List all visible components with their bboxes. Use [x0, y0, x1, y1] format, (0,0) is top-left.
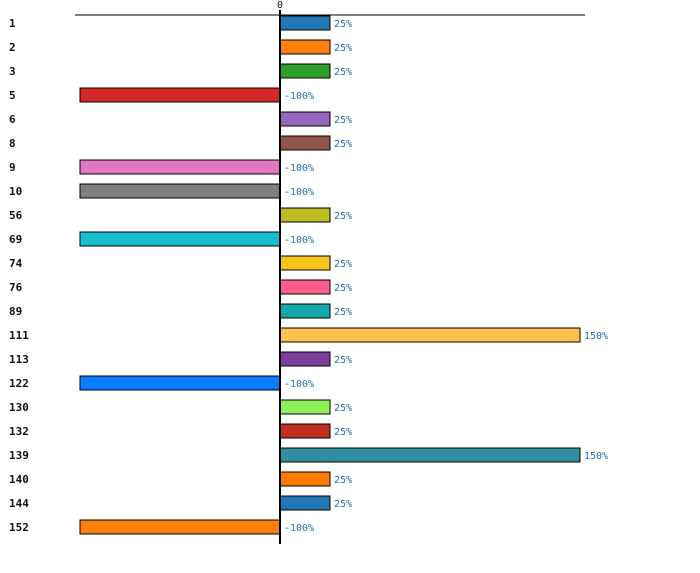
bar-10 — [79, 183, 281, 199]
bar-140 — [279, 471, 331, 487]
bar-5 — [79, 87, 281, 103]
bar-139 — [279, 447, 581, 463]
category-labels: 1235689105669747689111113122130132139140… — [9, 17, 29, 534]
zero-tick-label: 0 — [277, 0, 283, 11]
category-label-6: 6 — [9, 113, 16, 126]
value-label-122: -100% — [284, 379, 314, 390]
category-label-111: 111 — [9, 329, 29, 342]
bar-56 — [279, 207, 331, 223]
category-label-130: 130 — [9, 401, 29, 414]
category-label-122: 122 — [9, 377, 29, 390]
category-label-140: 140 — [9, 473, 29, 486]
bar-130 — [279, 399, 331, 415]
category-label-9: 9 — [9, 161, 16, 174]
value-label-152: -100% — [284, 523, 314, 534]
category-label-2: 2 — [9, 41, 16, 54]
bar-152 — [79, 519, 281, 535]
bar-8 — [279, 135, 331, 151]
value-label-69: -100% — [284, 235, 314, 246]
value-label-56: 25% — [334, 211, 352, 222]
bar-9 — [79, 159, 281, 175]
category-label-8: 8 — [9, 137, 16, 150]
bars-group — [79, 15, 581, 535]
category-label-144: 144 — [9, 497, 29, 510]
bar-1 — [279, 15, 331, 31]
value-label-3: 25% — [334, 67, 352, 78]
category-label-76: 76 — [9, 281, 23, 294]
bar-89 — [279, 303, 331, 319]
bar-6 — [279, 111, 331, 127]
value-label-113: 25% — [334, 355, 352, 366]
bar-3 — [279, 63, 331, 79]
value-label-132: 25% — [334, 427, 352, 438]
value-label-140: 25% — [334, 475, 352, 486]
bar-144 — [279, 495, 331, 511]
value-label-10: -100% — [284, 187, 314, 198]
category-label-3: 3 — [9, 65, 16, 78]
bar-76 — [279, 279, 331, 295]
bar-74 — [279, 255, 331, 271]
value-label-74: 25% — [334, 259, 352, 270]
category-label-113: 113 — [9, 353, 29, 366]
value-label-89: 25% — [334, 307, 352, 318]
value-label-2: 25% — [334, 43, 352, 54]
category-label-56: 56 — [9, 209, 23, 222]
category-label-132: 132 — [9, 425, 29, 438]
category-label-10: 10 — [9, 185, 22, 198]
bar-69 — [79, 231, 281, 247]
category-label-152: 152 — [9, 521, 29, 534]
bar-113 — [279, 351, 331, 367]
category-label-5: 5 — [9, 89, 16, 102]
category-label-139: 139 — [9, 449, 29, 462]
value-label-130: 25% — [334, 403, 352, 414]
bar-2 — [279, 39, 331, 55]
value-label-8: 25% — [334, 139, 352, 150]
value-labels: 25% 25% 25% -100% 25% 25% -100% -100% 25% -100% 25… — [284, 19, 608, 534]
category-label-89: 89 — [9, 305, 22, 318]
value-label-144: 25% — [334, 499, 352, 510]
category-label-69: 69 — [9, 233, 22, 246]
value-label-9: -100% — [284, 163, 314, 174]
bar-132 — [279, 423, 331, 439]
value-label-76: 25% — [334, 283, 352, 294]
bar-122 — [79, 375, 281, 391]
category-label-74: 74 — [9, 257, 23, 270]
value-label-5: -100% — [284, 91, 314, 102]
value-label-6: 25% — [334, 115, 352, 126]
bar-111 — [279, 327, 581, 343]
category-label-1: 1 — [9, 17, 16, 30]
value-label-1: 25% — [334, 19, 352, 30]
value-label-111: 150% — [584, 331, 608, 342]
value-label-139: 150% — [584, 451, 608, 462]
